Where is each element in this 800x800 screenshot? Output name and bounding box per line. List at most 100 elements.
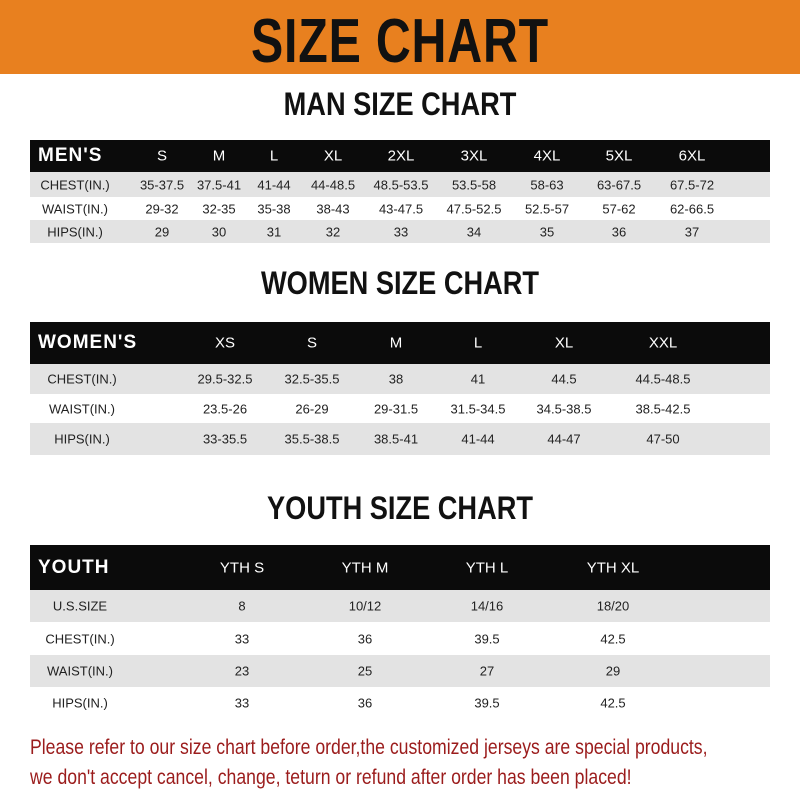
table-cell: 48.5-53.5	[373, 177, 429, 192]
women-section-title: WOMEN SIZE CHART	[260, 265, 540, 301]
size-header: XS	[214, 334, 236, 352]
table-cell: 29-32	[145, 201, 179, 216]
table-cell: 41-44	[257, 177, 291, 192]
table-cell: 52.5-57	[524, 201, 570, 216]
table-cell: 36	[611, 224, 627, 239]
table-cell: 32-35	[202, 201, 236, 216]
table-cell: 38	[388, 371, 404, 387]
table-cell: 31	[266, 224, 282, 239]
table-cell: 34.5-38.5	[536, 401, 592, 416]
table-row: HIPS(IN.) 29 30 31 32 33 34 35 36 37	[30, 220, 770, 243]
women-size-table: WOMEN'S XS S M L XL XXL CHEST(IN.) 29.5-32.5 32.5…	[30, 322, 770, 455]
table-cell: 33	[234, 695, 250, 710]
row-label: CHEST(IN.)	[47, 371, 117, 387]
row-label: HIPS(IN.)	[52, 695, 108, 710]
table-cell: 33	[393, 224, 409, 239]
youth-size-table: YOUTH YTH S YTH M YTH L YTH XL U.S.SIZE 8 10/12…	[30, 545, 770, 718]
size-header: YTH L	[465, 559, 509, 576]
table-cell: 10/12	[348, 598, 382, 614]
table-cell: 35	[539, 224, 555, 239]
table-cell: 44.5-48.5	[635, 371, 691, 387]
table-cell: 37	[684, 224, 700, 239]
note-line-1: Please refer to our size chart before or…	[30, 736, 708, 759]
table-cell: 38.5-42.5	[635, 401, 691, 416]
table-cell: 63-67.5	[596, 177, 642, 192]
men-section-title: MAN SIZE CHART	[283, 86, 517, 122]
table-row: CHEST(IN.) 29.5-32.5 32.5-35.5 38 41 44.5 44.5…	[30, 364, 770, 394]
table-row: CHEST(IN.) 33 36 39.5 42.5	[30, 622, 770, 655]
table-cell: 8	[238, 598, 246, 614]
youth-section-title: YOUTH SIZE CHART	[267, 490, 533, 526]
table-row: HIPS(IN.) 33 36 39.5 42.5	[30, 687, 770, 718]
table-cell: 47-50	[646, 431, 680, 447]
header-row: YOUTH YTH S YTH M YTH L YTH XL	[30, 545, 770, 590]
size-header: YTH M	[341, 559, 389, 576]
table-cell: 42.5	[600, 631, 626, 646]
table-cell: 33	[234, 631, 250, 646]
header-label: YOUTH	[38, 556, 110, 578]
table-cell: 41	[470, 371, 486, 387]
table-cell: 35.5-38.5	[284, 431, 340, 447]
table-row: U.S.SIZE 8 10/12 14/16 18/20	[30, 590, 770, 622]
table-cell: 44-48.5	[310, 177, 356, 192]
table-cell: 41-44	[461, 431, 495, 447]
table-cell: 57-62	[602, 201, 636, 216]
table-cell: 36	[357, 631, 373, 646]
table-cell: 23.5-26	[202, 401, 248, 416]
table-cell: 67.5-72	[669, 177, 715, 192]
table-cell: 14/16	[470, 598, 504, 614]
table-cell: 36	[357, 695, 373, 710]
row-label: U.S.SIZE	[52, 598, 108, 614]
table-cell: 42.5	[600, 695, 626, 710]
table-cell: 38-43	[316, 201, 350, 216]
size-header: YTH S	[219, 559, 265, 576]
table-cell: 31.5-34.5	[450, 401, 506, 416]
size-header: YTH XL	[586, 559, 640, 576]
size-header: 2XL	[387, 147, 415, 165]
row-label: WAIST(IN.)	[42, 201, 108, 216]
table-cell: 29.5-32.5	[197, 371, 253, 387]
size-header: M	[212, 147, 226, 165]
header-label: WOMEN'S	[38, 332, 138, 353]
table-cell: 47.5-52.5	[446, 201, 502, 216]
table-row: WAIST(IN.) 23.5-26 26-29 29-31.5 31.5-34.5 34…	[30, 394, 770, 423]
table-cell: 18/20	[596, 598, 630, 614]
table-cell: 34	[466, 224, 482, 239]
row-label: CHEST(IN.)	[45, 631, 115, 646]
men-size-table: MEN'S S M L XL 2XL 3XL 4XL 5XL 6XL CHEST(IN.) 35-37…	[30, 140, 770, 243]
table-cell: 29	[605, 663, 621, 679]
table-cell: 35-38	[257, 201, 291, 216]
table-cell: 58-63	[530, 177, 564, 192]
table-cell: 43-47.5	[378, 201, 424, 216]
table-cell: 32	[325, 224, 341, 239]
size-header: S	[156, 147, 168, 165]
size-header: XL	[554, 334, 574, 352]
size-header: M	[389, 334, 403, 352]
row-label: WAIST(IN.)	[47, 663, 113, 679]
table-cell: 53.5-58	[451, 177, 497, 192]
size-header: 5XL	[605, 147, 633, 165]
table-cell: 30	[211, 224, 227, 239]
row-label: CHEST(IN.)	[40, 177, 110, 192]
header-banner	[0, 0, 800, 74]
disclaimer-note: Please refer to our size chart before or…	[30, 733, 786, 793]
header-label: MEN'S	[38, 145, 103, 166]
size-header: 6XL	[678, 147, 706, 165]
table-row: WAIST(IN.) 29-32 32-35 35-38 38-43 43-47.5 47.…	[30, 197, 770, 220]
table-cell: 33-35.5	[202, 431, 248, 447]
table-cell: 44.5	[551, 371, 577, 387]
table-cell: 29-31.5	[373, 401, 419, 416]
size-header: L	[269, 147, 279, 165]
table-cell: 23	[234, 663, 250, 679]
table-cell: 44-47	[547, 431, 581, 447]
table-cell: 29	[154, 224, 170, 239]
size-header: L	[473, 334, 483, 352]
size-header: S	[306, 334, 318, 352]
table-row: CHEST(IN.) 35-37.5 37.5-41 41-44 44-48.5 48.5…	[30, 172, 770, 197]
table-cell: 38.5-41	[373, 431, 419, 447]
table-cell: 35-37.5	[139, 177, 185, 192]
table-cell: 39.5	[474, 631, 500, 646]
page-title: SIZE CHART	[251, 7, 549, 76]
table-cell: 26-29	[295, 401, 329, 416]
table-row: HIPS(IN.) 33-35.5 35.5-38.5 38.5-41 41-44 44-…	[30, 423, 770, 455]
